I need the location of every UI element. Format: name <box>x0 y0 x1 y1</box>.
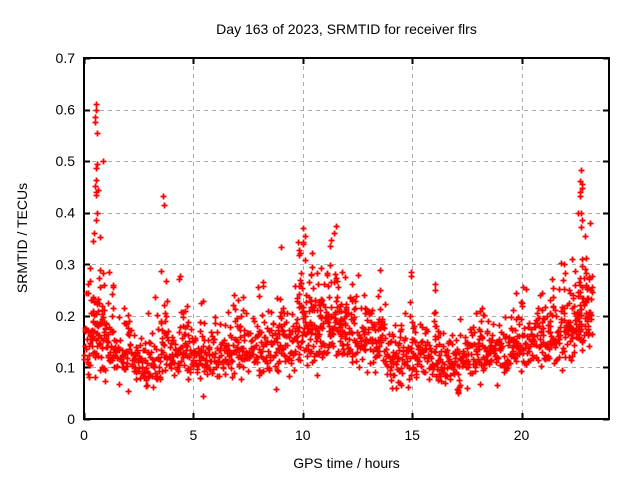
svg-text:0.5: 0.5 <box>56 153 76 169</box>
x-axis-label: GPS time / hours <box>293 455 400 471</box>
svg-text:0.4: 0.4 <box>56 205 76 221</box>
svg-text:0: 0 <box>67 411 75 427</box>
svg-text:10: 10 <box>295 427 311 443</box>
svg-text:0.1: 0.1 <box>56 359 76 375</box>
svg-text:0: 0 <box>80 427 88 443</box>
svg-text:5: 5 <box>189 427 197 443</box>
svg-text:0.6: 0.6 <box>56 102 76 118</box>
svg-text:20: 20 <box>514 427 530 443</box>
svg-text:0.7: 0.7 <box>56 50 76 66</box>
svg-text:15: 15 <box>404 427 420 443</box>
chart-title: Day 163 of 2023, SRMTID for receiver flr… <box>216 21 477 37</box>
svg-text:0.3: 0.3 <box>56 256 76 272</box>
svg-text:0.2: 0.2 <box>56 308 76 324</box>
